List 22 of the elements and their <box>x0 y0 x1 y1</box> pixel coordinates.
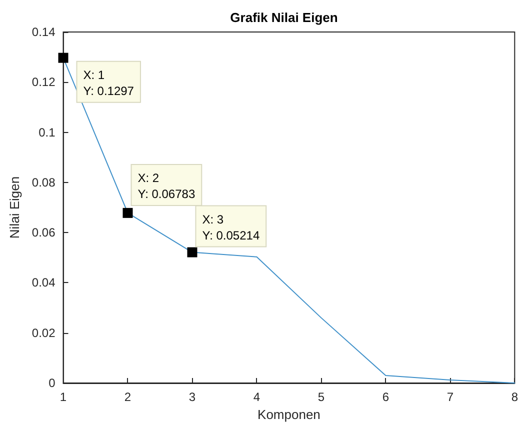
annotation: X: 3 Y: 0.05214 <box>202 212 260 242</box>
annotation: X: 2 Y: 0.06783 <box>138 170 196 201</box>
x-axis-title: Komponen <box>258 406 320 422</box>
y-tick-label: 0 <box>48 376 56 390</box>
chart-title: Grafik Nilai Eigen <box>230 10 338 25</box>
y-tick-label: 0.06 <box>32 226 56 240</box>
x-tick-label: 1 <box>60 390 67 404</box>
x-tick-label: 8 <box>511 390 518 404</box>
x-tick-label: 7 <box>446 390 454 404</box>
x-tick-label: 2 <box>124 390 132 404</box>
x-tick-label: 3 <box>188 390 196 404</box>
x-tick-label: 4 <box>253 390 260 404</box>
annotation: X: 1 Y: 0.1297 <box>83 68 134 98</box>
y-axis-title: Nilai Eigen <box>7 176 22 239</box>
x-tick-label: 5 <box>318 390 325 404</box>
y-tick-label: 0.14 <box>32 25 56 39</box>
y-tick-label: 0.08 <box>32 175 56 190</box>
x-tick-label: 6 <box>382 390 390 404</box>
y-tick-label: 0.12 <box>32 75 56 90</box>
y-tick-label: 0.1 <box>38 125 56 140</box>
y-tick-label: 0.04 <box>32 276 56 290</box>
y-tick-label: 0.02 <box>32 326 56 340</box>
